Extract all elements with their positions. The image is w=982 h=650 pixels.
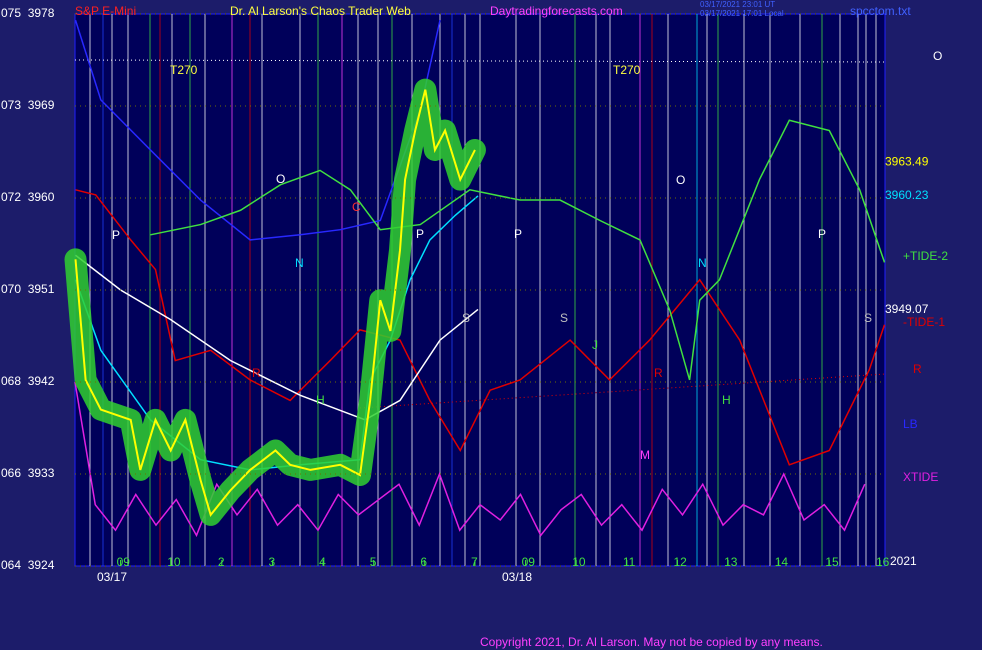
series-line <box>75 189 886 466</box>
annotations: T270 T270 O O P P P P N N C S S S R R H … <box>97 49 942 584</box>
x-tick-label: 4 <box>319 555 326 569</box>
series-line <box>74 89 476 518</box>
x-tick-label: 3 <box>268 555 275 569</box>
date-label: 03/17 <box>97 570 127 584</box>
annotation: N <box>295 256 304 270</box>
x-tick-label: 11 <box>623 555 636 569</box>
date-label: 03/18 <box>502 570 532 584</box>
timestamp: 03/17/2021 17:01 Local <box>700 9 784 18</box>
legend-label: XTIDE <box>903 470 938 484</box>
ticks: 075 3978 073 3969 072 3960 070 3951 068 3942… <box>1 6 890 572</box>
series-line <box>150 119 886 381</box>
value-label: 3960.23 <box>885 188 929 202</box>
x-tick-label: 2 <box>218 555 225 569</box>
annotation: T270 <box>170 63 198 77</box>
annotation: 2021 <box>890 554 917 568</box>
x-tick-label: 10 <box>167 555 181 569</box>
site: Daytradingforecasts.com <box>490 4 623 18</box>
annotation: M <box>640 448 650 462</box>
y-tick-label: 068 3942 <box>1 374 55 388</box>
y-tick-label: 072 3960 <box>1 190 55 204</box>
value-label: 3949.07 <box>885 302 929 316</box>
x-tick-label: 5 <box>370 555 377 569</box>
annotation: S <box>864 311 872 325</box>
annotation: S <box>462 311 470 325</box>
annotation: R <box>252 366 261 380</box>
y-tick-label: 064 3924 <box>1 558 55 572</box>
annotation: P <box>818 227 826 241</box>
annotation: S <box>560 311 568 325</box>
y-tick-label: 075 3978 <box>1 6 55 20</box>
title: Dr. Al Larson's Chaos Trader Web <box>230 4 411 18</box>
annotation: P <box>416 227 424 241</box>
instrument: S&P E-Mini <box>75 4 136 18</box>
x-tick-label: 09 <box>117 555 131 569</box>
annotation: R <box>654 366 663 380</box>
x-tick-label: 13 <box>724 555 738 569</box>
annotation: T270 <box>613 63 641 77</box>
y-tick-label: 066 3933 <box>1 466 55 480</box>
annotation: C <box>352 200 361 214</box>
annotation: R <box>913 362 922 376</box>
y-tick-label: 073 3969 <box>1 98 55 112</box>
annotation: H <box>316 393 325 407</box>
legend-label: +TIDE-2 <box>903 249 948 263</box>
x-tick-label: 16 <box>876 555 890 569</box>
series-line <box>75 254 479 421</box>
x-tick-label: 6 <box>420 555 427 569</box>
annotation: N <box>698 256 707 270</box>
copyright: Copyright 2021, Dr. Al Larson. May not b… <box>480 635 823 649</box>
annotation: O <box>276 172 285 186</box>
value-label: 3963.49 <box>885 154 929 168</box>
annotation: H <box>722 393 731 407</box>
annotation: P <box>514 227 522 241</box>
x-tick-label: 12 <box>673 555 687 569</box>
x-tick-label: 14 <box>775 555 789 569</box>
annotation: P <box>112 228 120 242</box>
annotation: O <box>676 173 685 187</box>
series-group: XTIDE LB -TIDE-1 +TIDE-2 3949.07 3960.23 3963.… <box>64 19 948 538</box>
y-tick-label: 070 3951 <box>1 282 55 296</box>
timestamp: 03/17/2021 23:01 UT <box>700 0 775 9</box>
x-tick-label: 10 <box>572 555 586 569</box>
x-tick-label: 09 <box>522 555 536 569</box>
x-tick-label: 15 <box>825 555 839 569</box>
x-tick-label: 7 <box>471 555 478 569</box>
file-name: spcctom.txt <box>850 4 911 18</box>
legend-label: -TIDE-1 <box>903 315 945 329</box>
legend-label: LB <box>903 417 918 431</box>
annotation: O <box>933 49 942 63</box>
annotation: J <box>592 338 598 352</box>
